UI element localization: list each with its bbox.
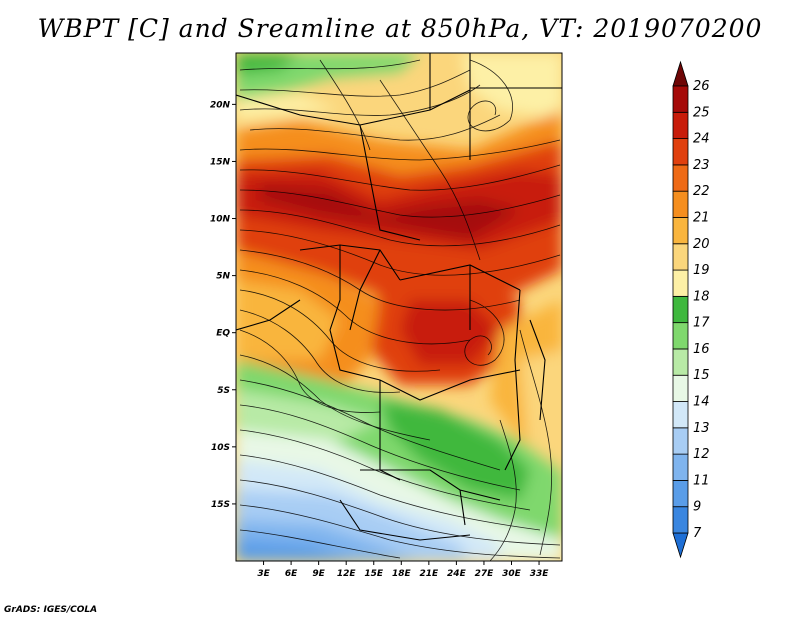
y-tick-label: EQ: [216, 329, 230, 339]
colorbar-swatch: [672, 138, 689, 166]
colorbar-swatch: [672, 348, 689, 376]
colorbar-label: 22: [693, 184, 710, 199]
x-tick-label: 3E: [257, 569, 270, 579]
x-tick-label: 9E: [312, 569, 325, 579]
colorbar-label: 17: [693, 316, 710, 331]
colorbar-label: 14: [693, 395, 710, 410]
colorbar-label: 24: [693, 132, 710, 147]
colorbar-lower-triangle: [672, 532, 689, 559]
y-tick-label: 5N: [216, 272, 230, 282]
x-tick-label: 24E: [447, 569, 467, 579]
colorbar-swatch: [672, 427, 689, 455]
colorbar-swatch: [672, 85, 689, 113]
colorbar-swatch: [672, 111, 689, 139]
colorbar-label: 23: [693, 158, 710, 173]
country-borders: [236, 53, 562, 541]
y-tick-label: 5S: [217, 386, 230, 396]
colorbar-label: 18: [693, 289, 710, 304]
colorbar-swatch: [672, 374, 689, 402]
y-tick-label: 15N: [210, 157, 231, 167]
colorbar-label: 21: [693, 210, 710, 225]
colorbar-label: 13: [693, 421, 710, 436]
colorbar-label: 16: [693, 342, 710, 357]
colorbar-swatch: [672, 401, 689, 429]
grads-credit: GrADS: IGES/COLA: [4, 605, 98, 615]
colorbar-label: 19: [693, 263, 710, 278]
colorbar-swatch: [672, 269, 689, 297]
y-tick-label: 10N: [210, 215, 231, 225]
colorbar-swatch: [672, 322, 689, 350]
x-tick-label: 27E: [475, 569, 495, 579]
colorbar-label: 26: [693, 79, 710, 94]
y-tick-label: 10S: [211, 443, 230, 453]
colorbar-label: 15: [693, 368, 710, 383]
colorbar-label: 20: [693, 237, 710, 252]
chart-title: WBPT [C] and Sreamline at 850hPa, VT: 20…: [37, 14, 763, 43]
x-tick-label: 15E: [364, 569, 384, 579]
x-tick-label: 12E: [337, 569, 357, 579]
colorbar: 7 9 11 12 13 14 15 16 17 18 19 20 21 22 23 24 25 26: [672, 60, 710, 559]
x-tick-label: 21E: [420, 569, 440, 579]
colorbar-swatch: [672, 190, 689, 218]
colorbar-upper-triangle: [672, 60, 689, 87]
colorbar-swatch: [672, 506, 689, 534]
map-frame: [235, 52, 563, 562]
colorbar-swatch: [672, 217, 689, 245]
colorbar-swatch: [672, 453, 689, 481]
wbpt-field: [236, 53, 562, 561]
colorbar-label: 11: [693, 473, 710, 488]
y-tick-label: 20N: [210, 100, 231, 110]
x-tick-label: 6E: [285, 569, 298, 579]
y-axis: 20N 15N 10N 5N EQ 5S 10S 15S: [210, 100, 236, 510]
colorbar-swatch: [672, 480, 689, 508]
colorbar-label: 12: [693, 447, 710, 462]
colorbar-swatch: [672, 295, 689, 324]
x-tick-label: 33E: [530, 569, 550, 579]
x-tick-label: 18E: [392, 569, 412, 579]
x-tick-label: 30E: [502, 569, 522, 579]
colorbar-swatch: [672, 164, 689, 192]
colorbar-label: 9: [693, 500, 701, 515]
colorbar-swatch: [672, 243, 689, 271]
y-tick-label: 15S: [211, 500, 230, 510]
colorbar-label: 7: [693, 526, 702, 541]
colorbar-label: 25: [693, 105, 710, 120]
streamlines: [239, 59, 561, 561]
x-axis: 3E 6E 9E 12E 15E 18E 21E 24E 27E 30E 33E: [257, 561, 549, 579]
